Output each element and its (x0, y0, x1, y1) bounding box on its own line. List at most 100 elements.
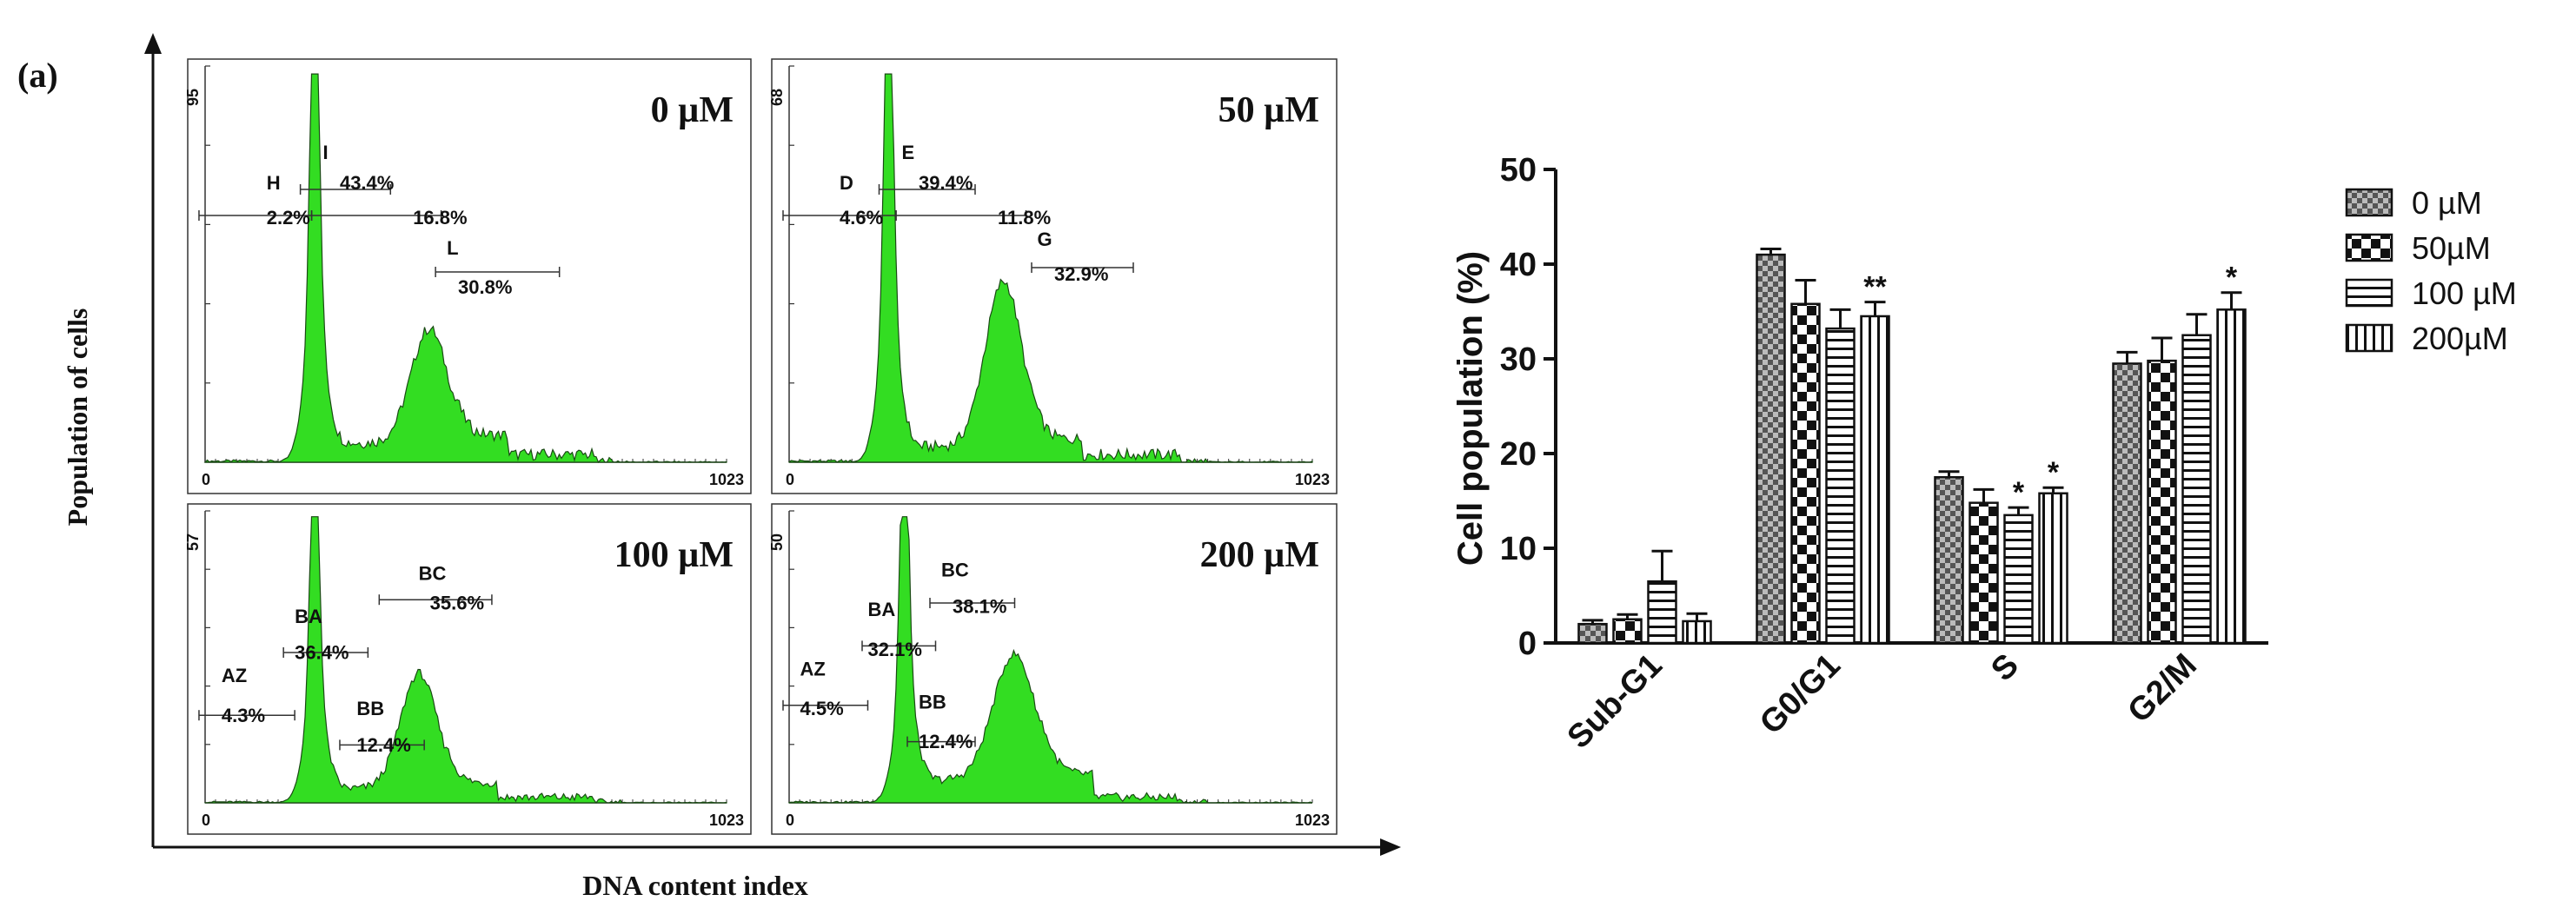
region-name: AZ (222, 665, 247, 686)
x-axis-title: DNA content index (582, 870, 808, 901)
bar-x-tick-label: G0/G1 (1753, 647, 1848, 742)
bar (1969, 501, 1999, 645)
region-percent: 32.9% (1054, 263, 1108, 285)
region-percent: 38.1% (953, 595, 1006, 617)
bar (1612, 618, 1643, 645)
histogram-y-max-label: 50 (768, 533, 786, 551)
bar (1756, 253, 1786, 645)
bar-y-tick-label: 40 (1500, 247, 1537, 283)
legend-swatch (2345, 233, 2393, 262)
histogram-x-max-label: 1023 (1295, 471, 1330, 488)
region-name: D (840, 172, 853, 194)
region-percent: 35.6% (430, 593, 484, 614)
legend-swatch (2345, 278, 2393, 308)
region-percent: 2.2% (267, 207, 310, 229)
region-percent: 4.6% (840, 207, 883, 229)
region-name: L (447, 237, 458, 259)
histogram-title: 0 µM (651, 90, 734, 130)
bar (2038, 492, 2068, 645)
histogram-frame (771, 58, 1338, 494)
histogram-x-max-label: 1023 (709, 471, 744, 488)
y-axis-title: Population of cells (62, 308, 93, 527)
region-name: BC (419, 562, 447, 584)
bar (2003, 514, 2034, 645)
bar (1934, 476, 1964, 645)
region-name: BC (941, 560, 969, 581)
region-name: BA (868, 599, 896, 620)
bar (1790, 302, 1821, 645)
histogram-panel: 50 0 1023 200 µM BC 38.1% BA 32.1% AZ 4.5% BB 12.4% (768, 503, 1338, 835)
region-name: BA (295, 606, 322, 627)
region-name: H (267, 172, 281, 194)
bar-y-tick-label: 30 (1500, 341, 1537, 378)
bar (1682, 620, 1712, 645)
legend-swatch (2345, 188, 2393, 217)
histogram-title: 100 µM (614, 535, 734, 575)
bar-x-tick-label: Sub-G1 (1561, 647, 1670, 756)
bar (1577, 622, 1608, 645)
region-percent: 11.8% (998, 207, 1051, 229)
histogram-y-max-label: 95 (184, 89, 202, 106)
significance-marker: * (2013, 476, 2025, 509)
legend-label: 200µM (2412, 321, 2508, 356)
legend-swatch (2345, 323, 2393, 353)
region-percent: 36.4% (295, 642, 349, 664)
bar-x-tick-label: G2/M (2121, 647, 2203, 730)
histogram-distribution (788, 73, 1313, 464)
bar-x-tick-label: S (1984, 647, 2026, 689)
region-percent: 16.8% (413, 207, 467, 229)
bar-y-axis-title: Cell population (%) (1451, 251, 1490, 566)
legend-label: 50µM (2412, 230, 2491, 266)
histogram-distribution (788, 516, 1313, 804)
legend-label: 100 µM (2412, 275, 2517, 311)
region-percent: 39.4% (919, 172, 973, 194)
region-percent: 43.4% (340, 172, 394, 194)
histogram-distribution (203, 73, 727, 464)
histogram-y-max-label: 68 (768, 89, 786, 106)
significance-marker: ** (1863, 271, 1887, 304)
histogram-panel: 68 0 1023 50 µM E39.4% D 4.6% 11.8%G32.9% (768, 58, 1338, 494)
x-axis-arrowhead (1380, 838, 1401, 856)
region-name: BB (356, 698, 384, 719)
region-name: I (323, 142, 329, 163)
bar (2181, 334, 2212, 645)
histogram-panel: 95 0 1023 0 µM I 43.4% H 2.2% 16.8% L30.8% (184, 58, 752, 494)
histogram-x-max-label: 1023 (709, 812, 744, 829)
significance-marker: * (2226, 262, 2238, 295)
region-name: E (902, 142, 915, 163)
histogram-x-min-label: 0 (202, 812, 210, 829)
bar (1860, 315, 1890, 645)
histogram-panel: 57 0 1023 100 µM BC 35.6% BA 36.4% AZ 4.3% BB 12.4% (184, 503, 752, 835)
histogram-outer-axes (151, 52, 1382, 849)
histogram-x-min-label: 0 (786, 471, 794, 488)
legend-label: 0 µM (2412, 185, 2482, 221)
region-percent: 32.1% (868, 639, 922, 660)
histogram-panels: 95 0 1023 0 µM I 43.4% H 2.2% 16.8% L30.8% 68 0 1023… (184, 58, 1338, 835)
significance-marker: * (2048, 456, 2060, 489)
bar (2216, 308, 2247, 645)
y-axis-arrowhead (144, 33, 162, 54)
histogram-y-max-label: 57 (184, 533, 202, 551)
bar-y-tick-label: 20 (1500, 436, 1537, 473)
histogram-x-min-label: 0 (202, 471, 210, 488)
histogram-title: 50 µM (1218, 90, 1319, 130)
bar (2112, 362, 2142, 645)
region-percent: 30.8% (458, 276, 512, 298)
region-name: G (1038, 229, 1052, 250)
panel-label: (a) (17, 56, 58, 95)
bar (2147, 359, 2177, 645)
region-percent: 4.5% (800, 698, 844, 719)
histogram-x-min-label: 0 (786, 812, 794, 829)
region-percent: 12.4% (356, 734, 410, 756)
bar-y-tick-label: 10 (1500, 531, 1537, 567)
bar (1647, 580, 1677, 645)
bar (1825, 327, 1856, 645)
bar-y-tick-label: 50 (1500, 152, 1537, 189)
region-name: BB (919, 692, 946, 713)
bar-y-tick-label: 0 (1518, 626, 1537, 662)
histogram-x-max-label: 1023 (1295, 812, 1330, 829)
histogram-title: 200 µM (1200, 535, 1319, 575)
region-name: AZ (800, 659, 826, 680)
